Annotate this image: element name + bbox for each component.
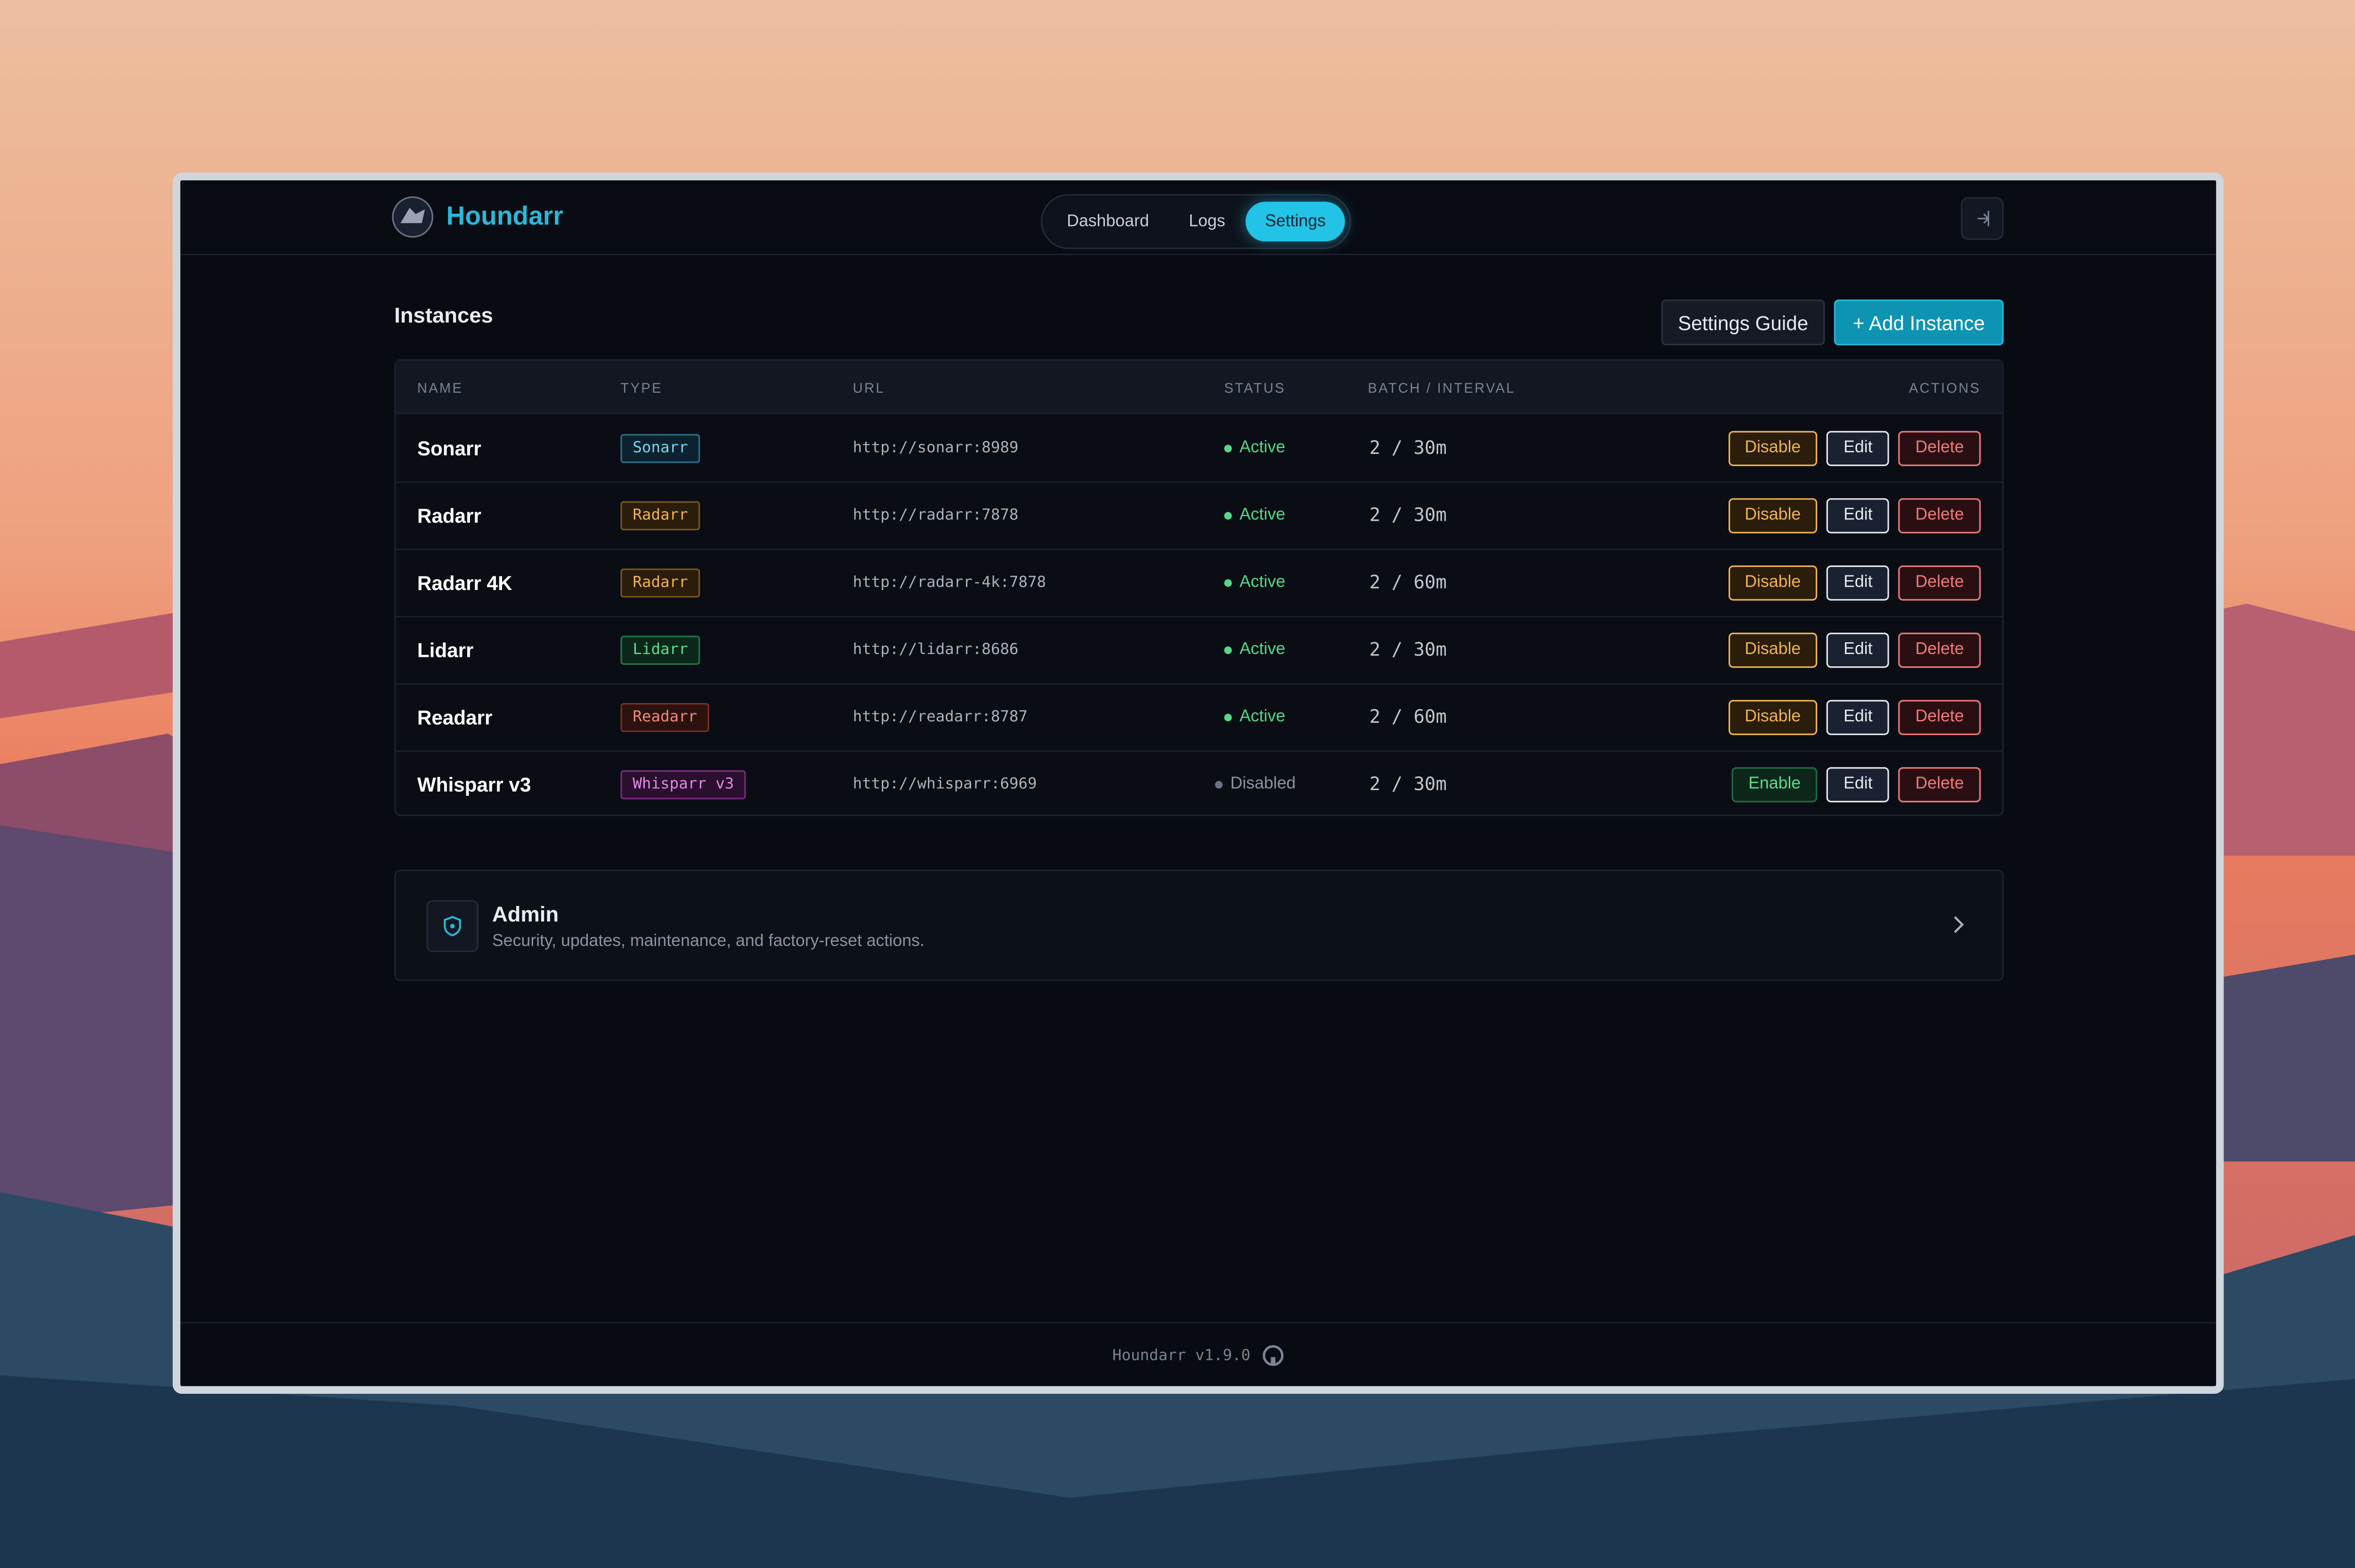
table-row: Lidarr Lidarr http://lidarr:8686 Active 2 / …	[396, 616, 2002, 685]
column-header: URL	[853, 380, 885, 396]
instance-status: Active	[1224, 549, 1285, 616]
instance-url: http://sonarr:8989	[853, 439, 1019, 456]
settings-guide-button[interactable]: Settings Guide	[1661, 299, 1825, 346]
logout-button[interactable]	[1961, 197, 2004, 240]
action-button[interactable]: Disable	[1728, 565, 1818, 600]
add-instance-button[interactable]: + Add Instance	[1834, 299, 2004, 346]
column-header: ACTIONS	[1908, 380, 1981, 396]
footer: Houndarr v1.9.0	[180, 1322, 2217, 1386]
instance-name: Readarr	[417, 705, 493, 728]
nav-link[interactable]: Dashboard	[1066, 212, 1149, 231]
nav-link-active[interactable]: Settings	[1245, 202, 1346, 242]
type-badge: Radarr	[620, 567, 700, 597]
github-icon[interactable]	[1263, 1345, 1284, 1366]
action-button[interactable]: Disable	[1728, 497, 1818, 533]
chevron	[1954, 916, 1964, 933]
header: Houndarr Dashboard Logs Settings	[180, 180, 2217, 256]
action-button[interactable]: Delete	[1898, 632, 1981, 667]
instance-status: Active	[1224, 481, 1285, 549]
batch-interval: 2 / 30m	[1369, 639, 1447, 661]
instance-status: Active	[1224, 616, 1285, 683]
type-badge: Whisparr v3	[620, 769, 747, 799]
type-cell: Whisparr v3	[620, 751, 747, 818]
type-cell: Radarr	[620, 549, 700, 616]
table-row: Readarr Readarr http://readarr:8787 Active 2…	[396, 683, 2002, 752]
table-row: Radarr Radarr http://radarr:7878 Active 2 / …	[396, 481, 2002, 550]
batch-interval: 2 / 60m	[1369, 571, 1447, 593]
nav-link[interactable]: Logs	[1188, 212, 1226, 231]
action-button[interactable]: Edit	[1827, 565, 1890, 600]
app-window: Houndarr Dashboard Logs Settings Instanc…	[172, 172, 2224, 1394]
instance-status: Active	[1224, 414, 1285, 482]
action-button[interactable]: Delete	[1898, 766, 1981, 802]
instance-status: Active	[1224, 683, 1285, 751]
type-cell: Radarr	[620, 481, 700, 549]
action-button[interactable]: Edit	[1827, 699, 1890, 735]
batch-interval: 2 / 30m	[1369, 504, 1447, 526]
type-badge: Readarr	[620, 702, 710, 732]
instance-url: http://readarr:8787	[853, 708, 1028, 726]
table-body: Sonarr Sonarr http://sonarr:8989 Active 2 / …	[396, 414, 2002, 815]
actions: Disable Edit Delete	[1728, 549, 1981, 616]
type-badge: Sonarr	[620, 433, 700, 462]
instance-status: Disabled	[1215, 751, 1296, 818]
action-button[interactable]: Disable	[1728, 632, 1818, 667]
type-badge: Lidarr	[620, 635, 700, 664]
action-button[interactable]: Disable	[1728, 430, 1818, 466]
table-row: Sonarr Sonarr http://sonarr:8989 Active 2 / …	[396, 414, 2002, 483]
table-header: NAME TYPE URL STATUS BATCH / INTERVAL AC…	[396, 360, 2002, 414]
instances-table: NAME TYPE URL STATUS BATCH / INTERVAL AC…	[394, 359, 2004, 816]
instance-url: http://whisparr:6969	[853, 776, 1037, 792]
instance-name: Whisparr v3	[417, 772, 531, 796]
action-button[interactable]: Edit	[1827, 497, 1890, 533]
action-button[interactable]: Disable	[1728, 699, 1818, 735]
admin-description: Security, updates, maintenance, and fact…	[492, 932, 925, 951]
column-header: STATUS	[1224, 380, 1286, 396]
brand: Houndarr	[446, 202, 563, 231]
actions: Disable Edit Delete	[1728, 616, 1981, 683]
table-row: Whisparr v3 Whisparr v3 http://whisparr:69…	[396, 751, 2002, 818]
action-button[interactable]: Delete	[1898, 497, 1981, 533]
instance-name: Radarr	[417, 503, 481, 527]
logo	[392, 196, 433, 238]
nav: Dashboard Logs Settings	[1040, 194, 1352, 250]
action-button[interactable]: Edit	[1827, 766, 1890, 802]
type-cell: Sonarr	[620, 414, 700, 482]
admin-card[interactable]: Admin Security, updates, maintenance, an…	[394, 869, 2004, 981]
actions: Disable Edit Delete	[1728, 414, 1981, 482]
instance-url: http://lidarr:8686	[853, 641, 1019, 658]
table-row: Radarr 4K Radarr http://radarr-4k:7878 Acti…	[396, 549, 2002, 618]
action-button[interactable]: Edit	[1827, 632, 1890, 667]
actions: Enable Edit Delete	[1731, 751, 1981, 818]
instance-url: http://radarr:7878	[853, 506, 1019, 524]
batch-interval: 2 / 60m	[1369, 706, 1447, 727]
action-button[interactable]: Enable	[1731, 766, 1818, 802]
type-badge: Radarr	[620, 500, 700, 530]
instance-name: Sonarr	[417, 436, 481, 460]
shield-icon	[444, 916, 461, 937]
type-cell: Lidarr	[620, 616, 700, 683]
batch-interval: 2 / 30m	[1369, 773, 1447, 795]
version: Houndarr v1.9.0	[1112, 1347, 1251, 1364]
batch-interval: 2 / 30m	[1369, 437, 1447, 459]
instance-name: Lidarr	[417, 638, 474, 661]
admin-title: Admin	[492, 901, 559, 926]
action-button[interactable]: Delete	[1898, 565, 1981, 600]
section-title: Instances	[394, 302, 493, 327]
logout-icon	[1977, 210, 1990, 226]
action-button[interactable]: Delete	[1898, 430, 1981, 466]
type-cell: Readarr	[620, 683, 710, 751]
instance-name: Radarr 4K	[417, 571, 512, 594]
column-header: TYPE	[620, 380, 663, 396]
instance-url: http://radarr-4k:7878	[853, 574, 1046, 591]
action-button[interactable]: Delete	[1898, 699, 1981, 735]
column-header: BATCH / INTERVAL	[1368, 380, 1516, 396]
actions: Disable Edit Delete	[1728, 683, 1981, 751]
actions: Disable Edit Delete	[1728, 481, 1981, 549]
action-button[interactable]: Edit	[1827, 430, 1890, 466]
column-header: NAME	[417, 380, 463, 396]
admin-icon	[426, 900, 479, 953]
